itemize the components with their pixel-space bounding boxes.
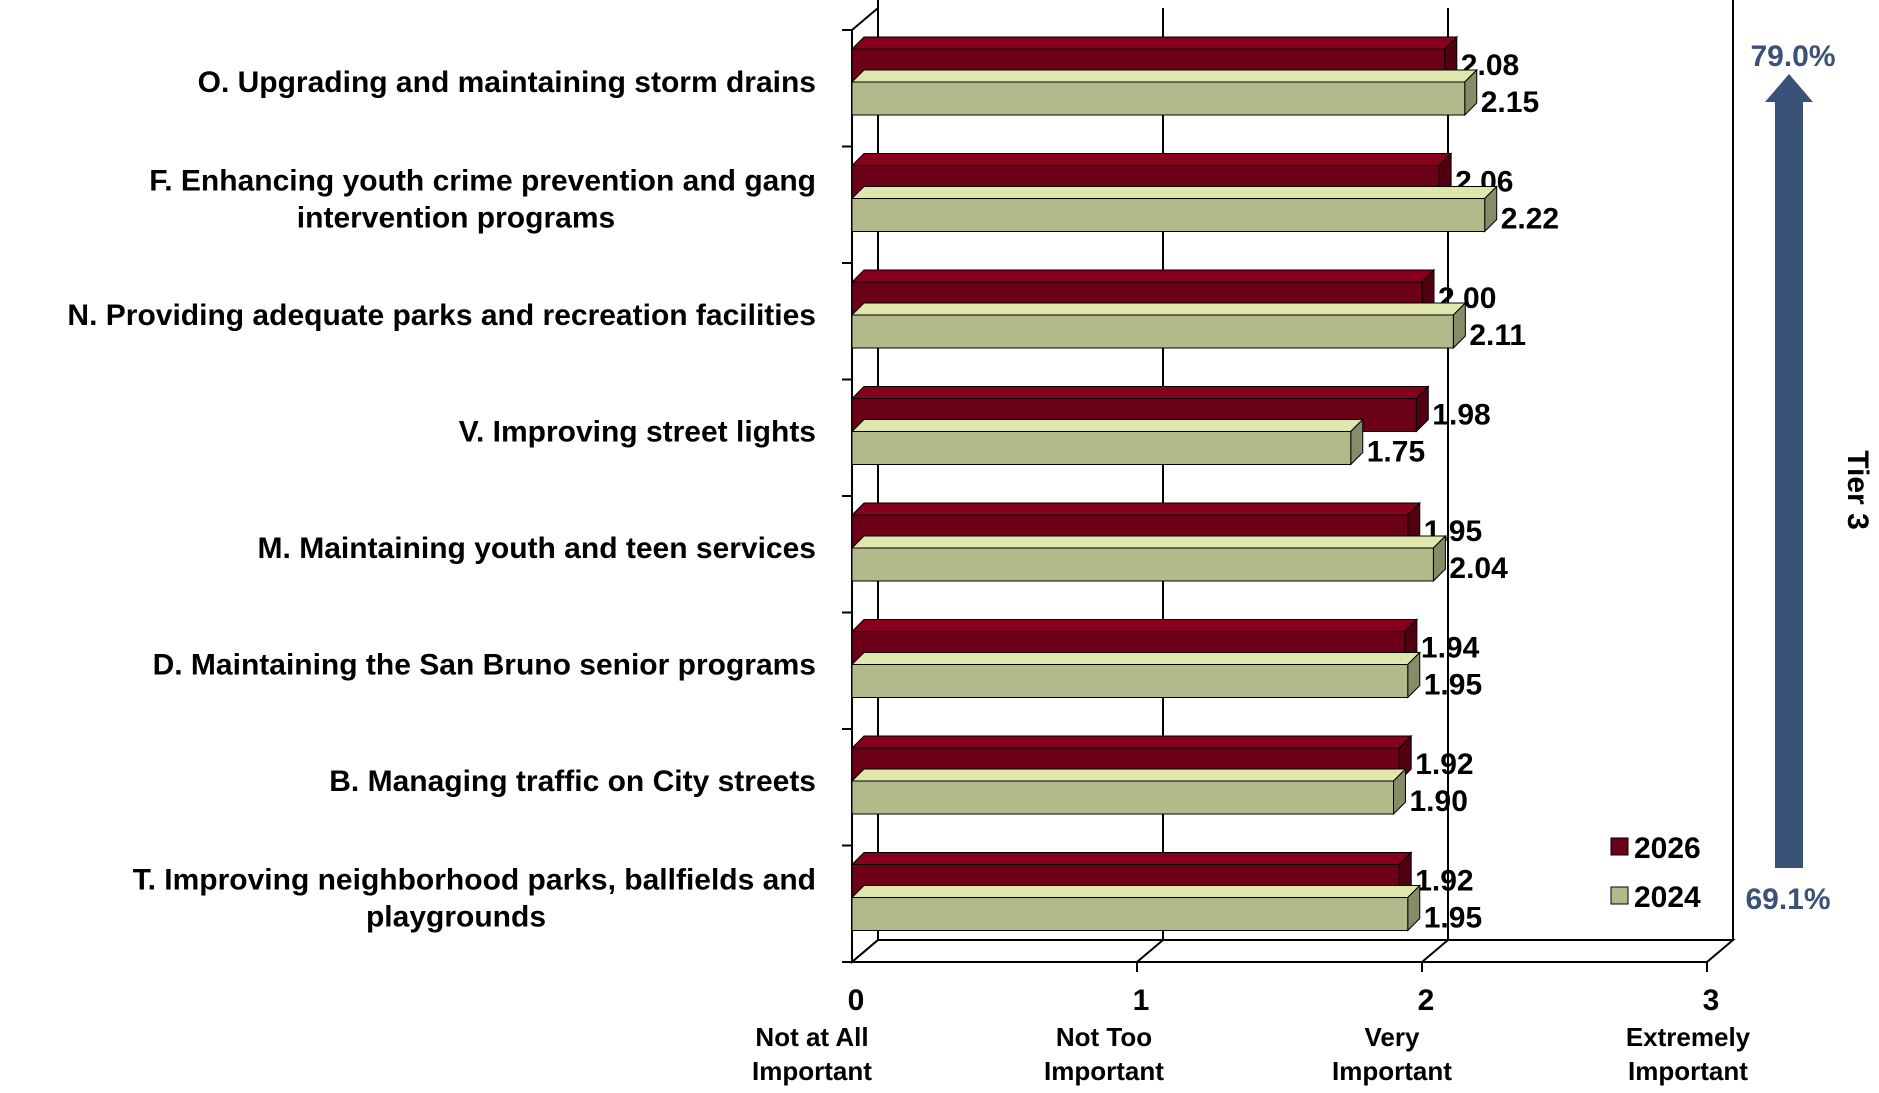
gridline-floor: [1421, 939, 1449, 963]
bar-top-face: [850, 502, 1421, 516]
bar-2024-0: [851, 81, 1466, 116]
value-label: 1.95: [1424, 669, 1482, 702]
x-tick-label: 3: [1703, 984, 1720, 1017]
category-label: N. Providing adequate parks and recreati…: [67, 299, 816, 332]
bar-top-face: [850, 269, 1436, 283]
bar-top-face: [850, 186, 1498, 199]
bar-top-face: [850, 419, 1364, 432]
legend-label: 2024: [1634, 881, 1701, 914]
bar-2024-3: [851, 431, 1352, 465]
bar-top-face: [850, 535, 1447, 549]
bar-top-face: [850, 386, 1430, 399]
plot-left-wall: [851, 5, 879, 965]
value-label: 2.15: [1481, 86, 1539, 119]
bar-2024-5: [851, 664, 1409, 698]
bar-top-face: [850, 652, 1421, 665]
bar-top-face: [850, 153, 1453, 166]
value-label: 1.98: [1432, 399, 1490, 432]
bar-top-face: [850, 302, 1467, 316]
value-label: 2.22: [1501, 203, 1559, 236]
tier-top-percent: 79.0%: [1750, 40, 1835, 73]
x-tick-desc: Not at All: [755, 1022, 868, 1052]
bar-2024-1: [851, 198, 1486, 232]
category-label: O. Upgrading and maintaining storm drain…: [198, 66, 816, 99]
x-tick-label: 2: [1418, 984, 1435, 1017]
tier-bottom-percent: 69.1%: [1745, 883, 1830, 916]
category-label: playgrounds: [366, 901, 546, 934]
x-tick-desc: Important: [1628, 1056, 1748, 1086]
gridline-floor: [1136, 939, 1164, 963]
bar-top-face: [850, 619, 1419, 632]
x-tick-desc: Important: [752, 1056, 872, 1086]
x-tick-label: 1: [1133, 984, 1150, 1017]
bar-2024-2: [851, 314, 1454, 349]
category-label: M. Maintaining youth and teen services: [258, 532, 816, 565]
bar-top-face: [850, 885, 1421, 898]
tier-label: Tier 3: [1841, 450, 1874, 530]
bar-2024-6: [851, 780, 1394, 815]
value-label: 1.95: [1424, 902, 1482, 935]
bar-2024-7: [851, 897, 1409, 931]
bar-2024-4: [851, 547, 1434, 582]
category-label: F. Enhancing youth crime prevention and …: [149, 165, 816, 198]
plot-floor: [849, 939, 1736, 963]
value-label: 1.92: [1415, 865, 1473, 898]
value-label: 2.04: [1449, 552, 1508, 585]
bar-top-face: [850, 768, 1407, 782]
category-label: V. Improving street lights: [459, 416, 816, 449]
category-label: T. Improving neighborhood parks, ballfie…: [133, 864, 816, 897]
tier-arrow-head: [1765, 74, 1813, 102]
value-label: 1.92: [1415, 748, 1473, 781]
x-tick-desc: Not Too: [1056, 1022, 1152, 1052]
x-tick-desc: Important: [1044, 1056, 1164, 1086]
x-tick-desc: Important: [1332, 1056, 1452, 1086]
value-label: 1.94: [1421, 632, 1480, 665]
category-label: B. Managing traffic on City streets: [329, 765, 816, 798]
x-tick-label: 0: [848, 984, 865, 1017]
legend-label: 2026: [1634, 832, 1701, 865]
bar-top-face: [850, 852, 1413, 865]
value-label: 2.11: [1469, 319, 1526, 352]
value-label: 1.75: [1367, 436, 1425, 469]
tier-arrow-shaft: [1775, 100, 1803, 868]
x-tick-desc: Extremely: [1626, 1022, 1751, 1052]
category-label: intervention programs: [297, 202, 615, 235]
x-tick-desc: Very: [1365, 1022, 1420, 1052]
bar-top-face: [850, 36, 1459, 50]
legend-swatch-2026: [1610, 837, 1629, 856]
category-label: D. Maintaining the San Bruno senior prog…: [153, 649, 816, 682]
bar-top-face: [850, 69, 1478, 83]
bar-top-face: [850, 735, 1413, 749]
legend-swatch-2024: [1610, 886, 1629, 905]
value-label: 1.90: [1410, 785, 1468, 818]
